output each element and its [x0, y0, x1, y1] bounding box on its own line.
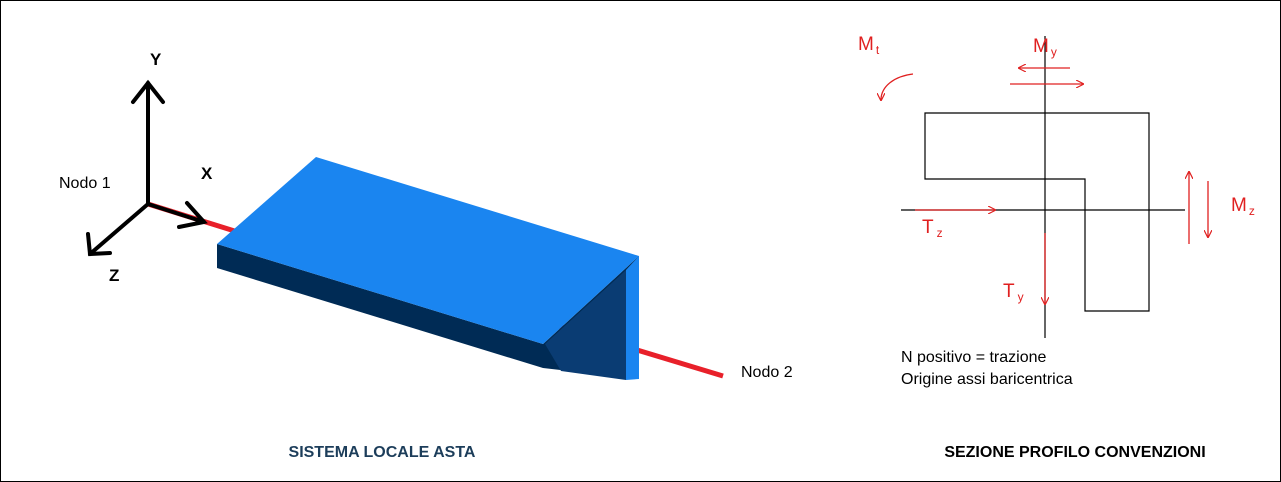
- mt-moment-arrow: [881, 73, 914, 100]
- right-caption: SEZIONE PROFILO CONVENZIONI: [944, 444, 1205, 461]
- mt-sub: t: [876, 43, 880, 57]
- ty-main: T: [1003, 281, 1015, 302]
- axis-z-shaft: [88, 202, 150, 256]
- node2-label: Nodo 2: [741, 364, 793, 381]
- section-profile-outline: [924, 112, 1150, 312]
- tz-sub: z: [937, 226, 943, 240]
- note-n-positive: N positivo = trazione: [901, 349, 1047, 366]
- axis-x-shaft: [146, 202, 206, 224]
- member-local-system: Y X Z Nodo 1 Nodo 2 SISTEMA LOCALE ASTA: [59, 50, 793, 461]
- left-caption: SISTEMA LOCALE ASTA: [289, 444, 476, 461]
- axis-y-label: Y: [150, 50, 162, 69]
- beam-leg-end-face: [626, 256, 639, 380]
- tz-main: T: [922, 217, 934, 238]
- beam-inner-shadow: [545, 270, 626, 380]
- mz-main: M: [1231, 195, 1247, 216]
- axis-z-label: Z: [109, 266, 119, 285]
- l-profile-beam: [217, 157, 639, 380]
- my-sub: y: [1051, 45, 1057, 59]
- mt-main: M: [858, 34, 874, 55]
- beam-top-face: [217, 157, 639, 344]
- beam-front-face: [217, 244, 543, 368]
- axis-x-label: X: [201, 164, 213, 183]
- mz-sub: z: [1249, 204, 1255, 218]
- axis-triad: [86, 79, 208, 257]
- axis-x-arrowhead: [177, 201, 208, 229]
- my-main: M: [1033, 36, 1049, 57]
- axis-z-arrowhead: [86, 232, 112, 257]
- note-origin: Origine assi baricentrica: [901, 371, 1073, 388]
- ty-sub: y: [1018, 290, 1024, 304]
- axis-y-arrowhead: [131, 79, 165, 104]
- node1-label: Nodo 1: [59, 175, 111, 192]
